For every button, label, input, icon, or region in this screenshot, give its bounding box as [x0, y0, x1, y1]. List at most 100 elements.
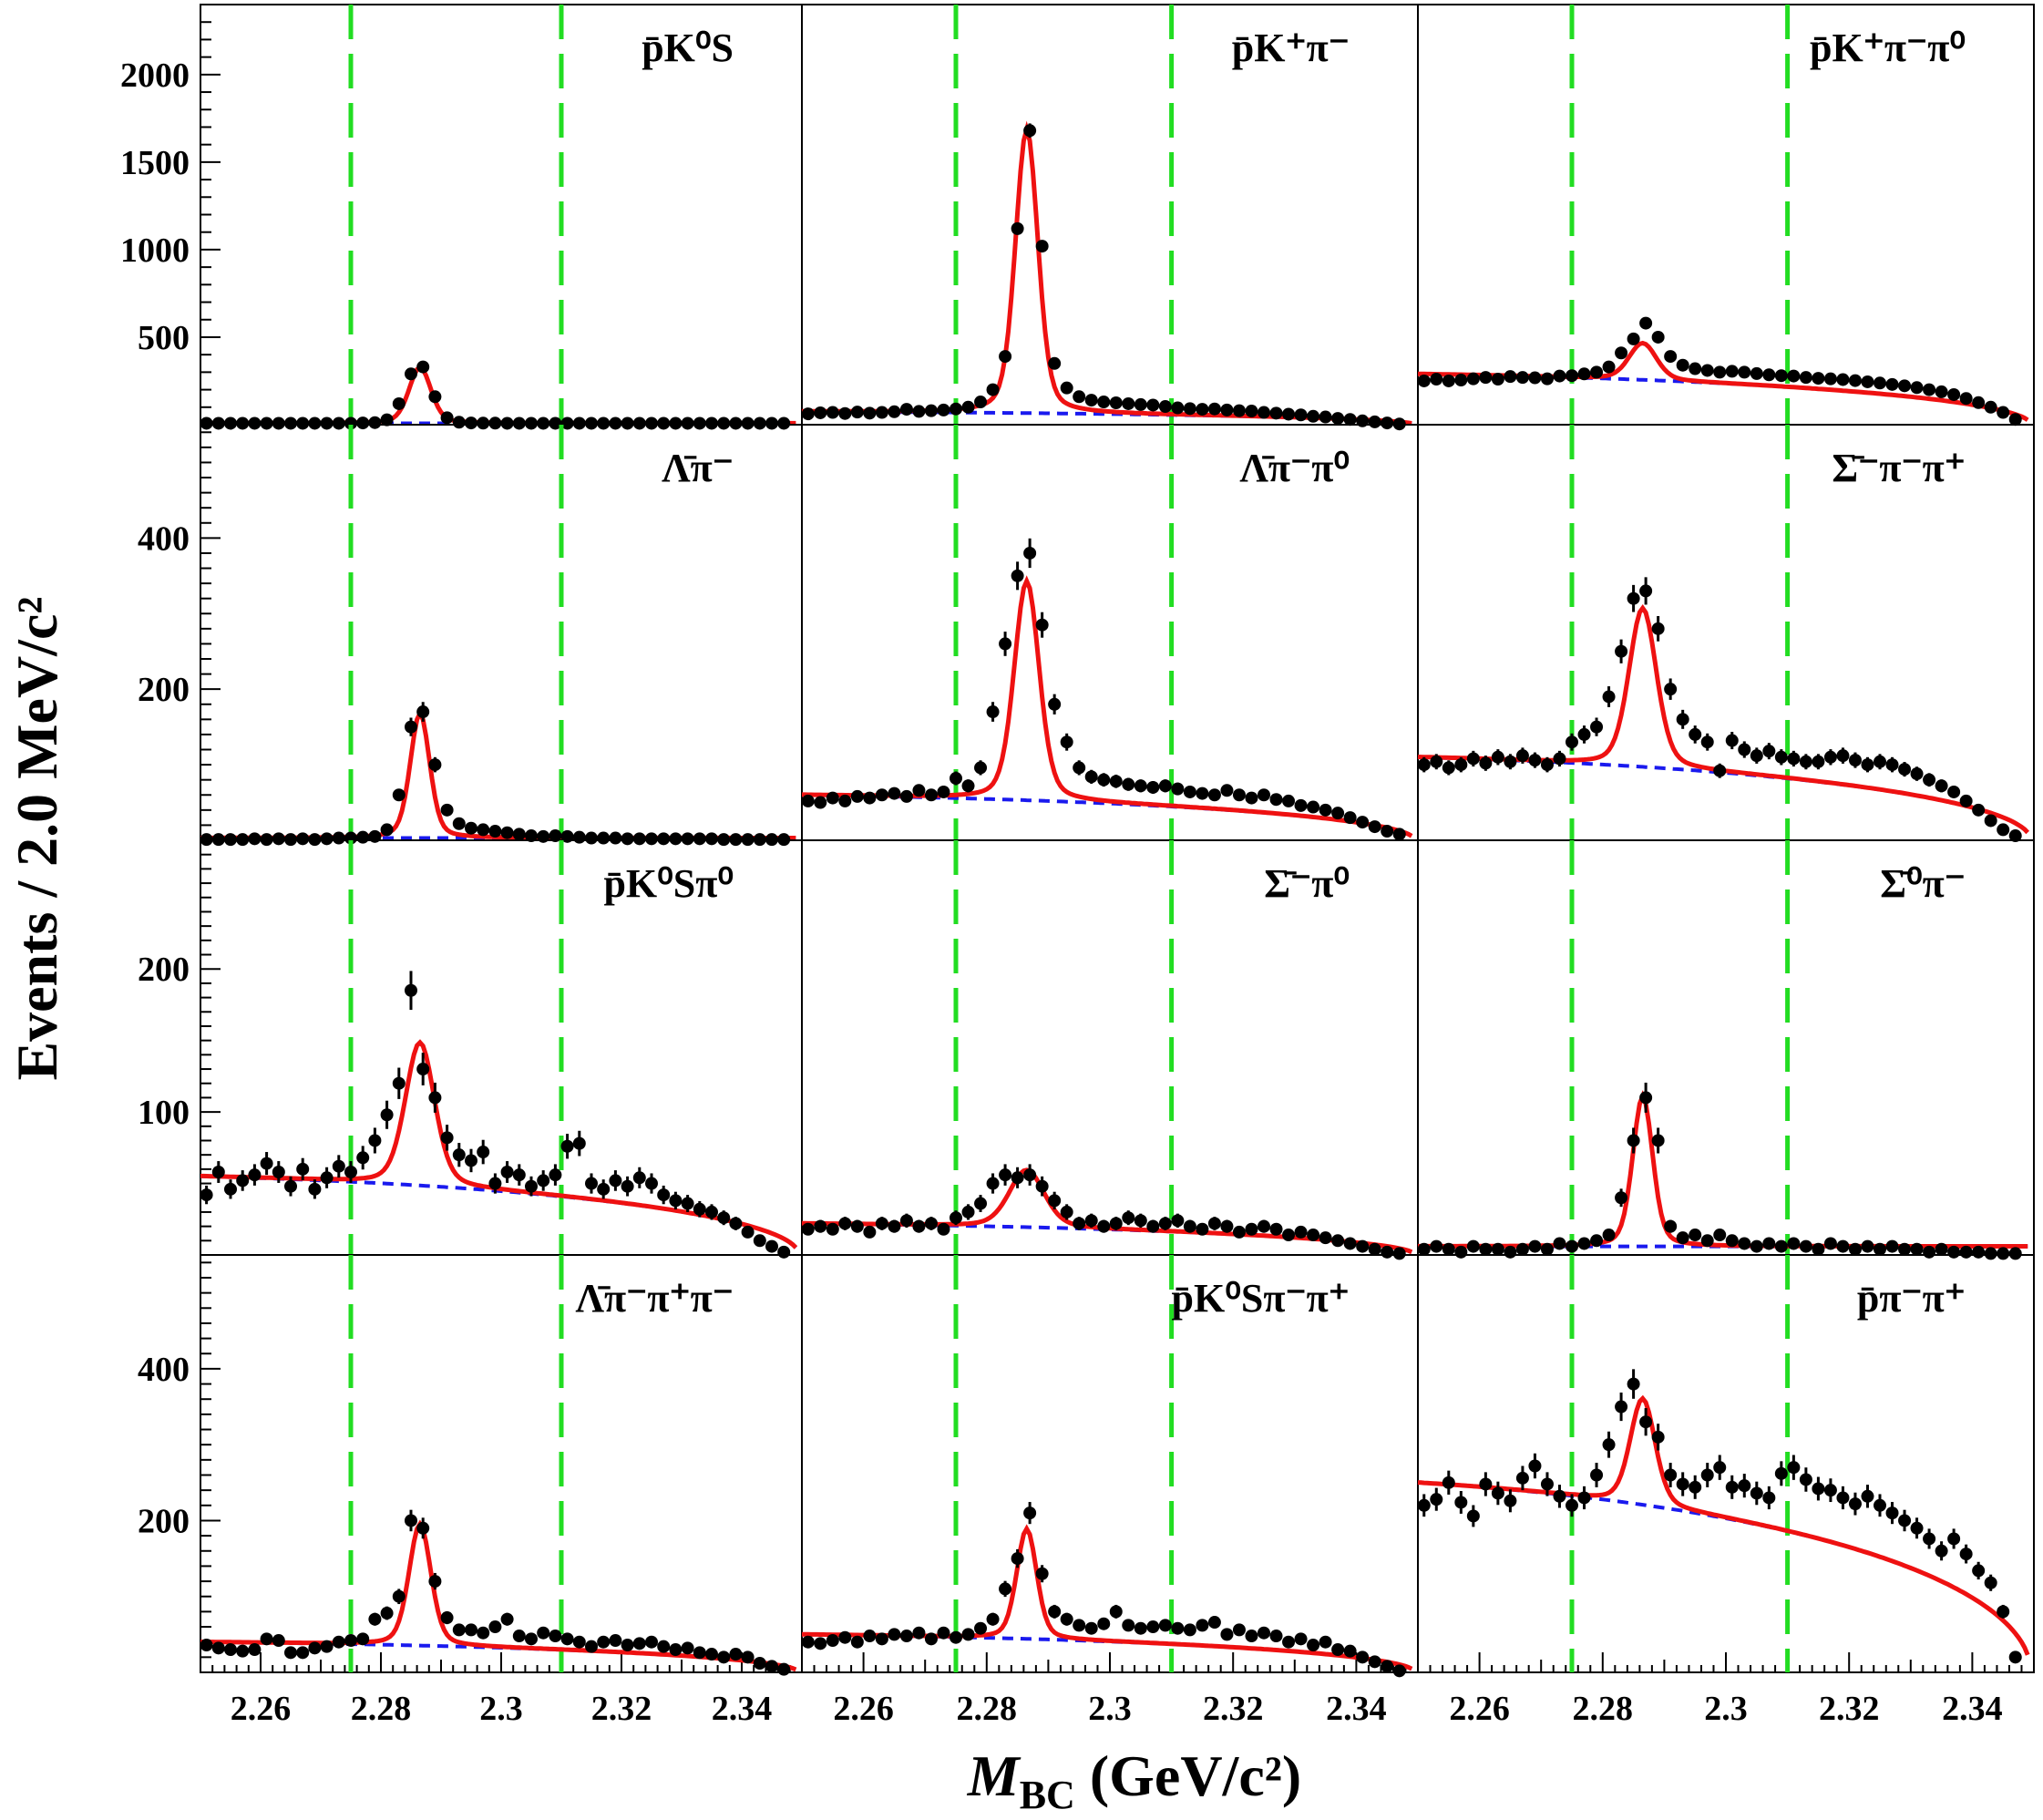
data-point	[899, 1630, 913, 1643]
data-point	[1984, 814, 1997, 828]
data-point	[1479, 1477, 1493, 1491]
data-point	[888, 405, 901, 418]
data-point	[753, 1234, 766, 1248]
data-point	[1823, 1484, 1837, 1497]
data-point	[924, 1632, 938, 1646]
data-point	[1084, 394, 1098, 407]
data-point	[717, 1650, 731, 1664]
decay-mode-label: p̄K⁺π⁻	[1232, 26, 1350, 70]
data-point	[440, 803, 454, 817]
y-tick-label: 2000	[120, 57, 190, 95]
data-point	[1590, 365, 1604, 379]
data-point	[1738, 365, 1751, 379]
data-point	[826, 1634, 839, 1648]
data-point	[1823, 1237, 1837, 1250]
x-tick-label: 2.26	[231, 1690, 292, 1728]
decay-mode-label: Λ̄π⁻	[662, 446, 734, 490]
data-point	[1048, 1605, 1062, 1619]
data-point	[248, 1643, 262, 1657]
data-point	[1689, 362, 1702, 375]
data-point	[488, 825, 502, 838]
data-point	[1676, 358, 1689, 372]
data-point	[1972, 1564, 1986, 1578]
data-point	[705, 416, 718, 430]
data-point	[537, 416, 550, 430]
data-point	[801, 794, 815, 807]
data-point	[924, 1217, 938, 1230]
data-point	[560, 1632, 574, 1646]
data-point	[875, 1217, 888, 1230]
data-point	[1171, 1214, 1185, 1228]
data-point	[356, 1151, 370, 1165]
data-point	[296, 416, 310, 430]
data-point	[1799, 1239, 1812, 1253]
data-point	[1997, 406, 2010, 419]
data-point	[1232, 1225, 1246, 1239]
data-point	[1627, 1377, 1640, 1391]
data-point	[272, 832, 285, 846]
data-point	[392, 1076, 406, 1090]
data-point	[320, 1640, 334, 1653]
data-point	[1183, 1219, 1196, 1233]
data-point	[1343, 413, 1357, 427]
data-point	[1738, 1237, 1751, 1250]
data-point	[1245, 791, 1258, 805]
panel-11: 2.26 2.28 2.3 2.32 2.34 p̄K⁰Sπ⁻π⁺	[801, 1254, 1419, 1728]
data-point	[899, 403, 913, 416]
data-point	[1122, 396, 1135, 410]
total-fit-curve	[200, 1039, 798, 1249]
data-point	[850, 1635, 864, 1649]
decay-mode-label: p̄K⁰Sπ⁰	[603, 861, 734, 906]
data-point	[1073, 1217, 1086, 1230]
data-point	[1959, 392, 1973, 406]
data-point	[1947, 1245, 1961, 1259]
data-point	[1035, 1567, 1049, 1580]
decay-mode-label: p̄K⁺π⁻π⁰	[1810, 26, 1966, 70]
data-point	[1848, 754, 1862, 767]
data-point	[1959, 794, 1973, 807]
data-point	[1023, 124, 1037, 138]
data-point	[1836, 373, 1850, 386]
data-point	[440, 1131, 454, 1145]
data-point	[1664, 1468, 1678, 1482]
data-point	[332, 1159, 345, 1173]
x-tick-label: 2.34	[1942, 1690, 2003, 1728]
data-point	[477, 1146, 490, 1159]
data-point	[465, 416, 477, 430]
data-point	[632, 1171, 646, 1185]
data-point	[211, 1166, 225, 1178]
data-point	[1454, 1245, 1468, 1259]
data-point	[1750, 1486, 1763, 1500]
data-point	[344, 416, 357, 430]
data-point	[296, 832, 310, 846]
data-point	[777, 416, 791, 430]
data-point	[937, 1626, 950, 1640]
data-point	[1356, 1239, 1370, 1253]
data-point	[974, 1197, 988, 1210]
data-point	[320, 416, 334, 430]
data-point	[465, 1154, 477, 1167]
data-point	[801, 1222, 815, 1236]
data-point	[937, 403, 950, 416]
data-point	[1590, 720, 1604, 734]
data-point	[1491, 750, 1504, 764]
data-point	[753, 1657, 766, 1671]
data-point	[224, 416, 237, 430]
data-point	[863, 1630, 877, 1643]
data-point	[416, 1063, 430, 1076]
data-point	[405, 983, 417, 997]
y-tick-label: 100	[138, 1094, 190, 1132]
x-tick-label: 2.28	[351, 1690, 412, 1728]
y-tick-label: 400	[138, 519, 190, 558]
data-point	[1947, 785, 1961, 798]
data-point	[1442, 761, 1455, 775]
data-point	[609, 831, 622, 845]
data-point	[1947, 387, 1961, 401]
data-point	[1959, 1548, 1973, 1561]
data-point	[488, 1177, 502, 1190]
data-point	[1885, 758, 1899, 772]
data-point	[1207, 1217, 1221, 1230]
x-tick-label: 2.32	[1819, 1690, 1880, 1728]
data-point	[1602, 690, 1616, 704]
x-tick-label: 2.32	[1203, 1690, 1264, 1728]
